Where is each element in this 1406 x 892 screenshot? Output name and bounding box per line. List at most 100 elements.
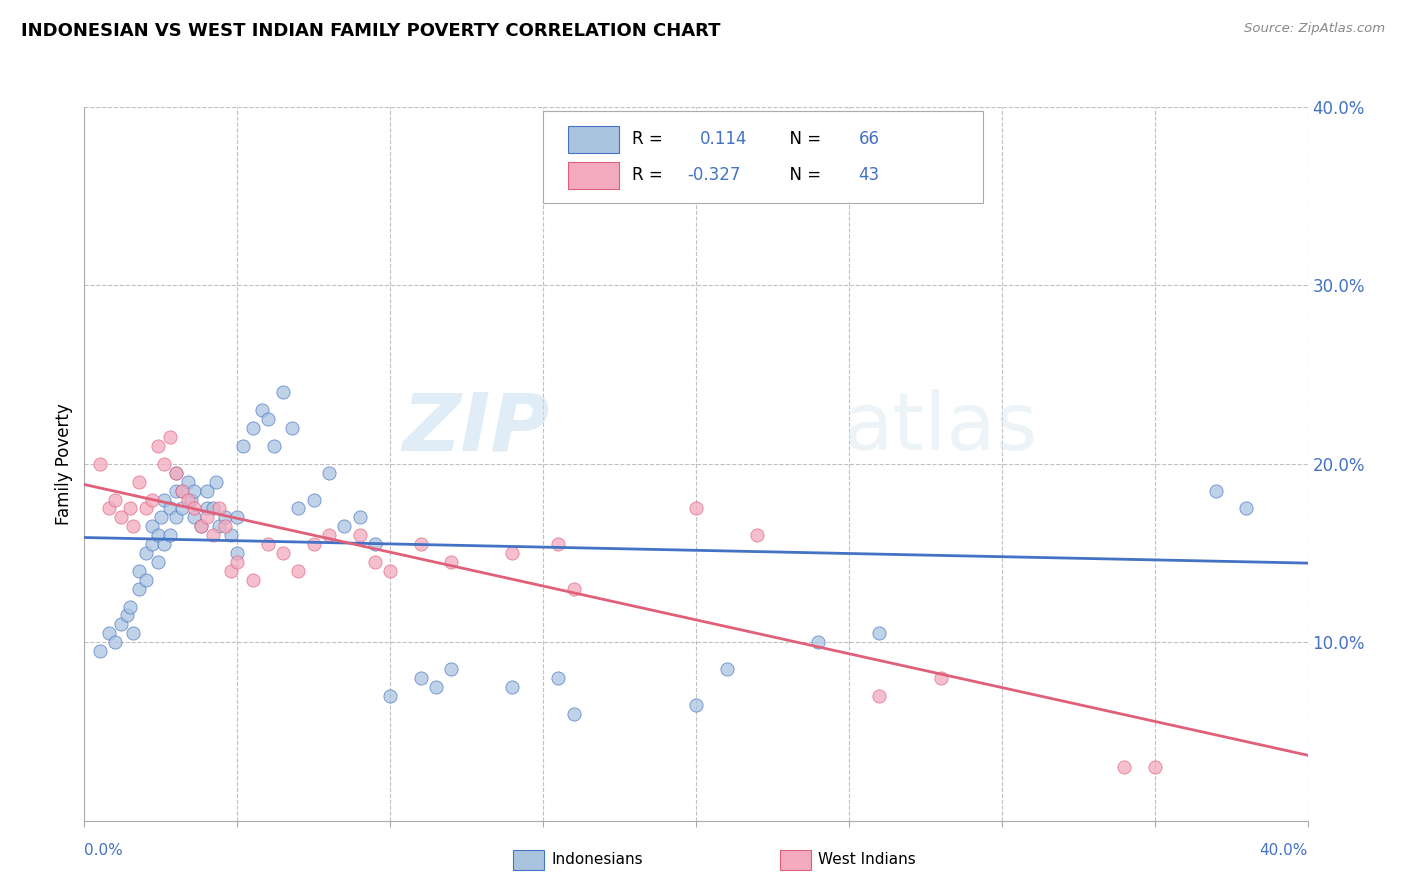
Point [716,662,738,676]
Point [318,528,340,542]
Point [302,492,325,507]
Point [219,564,242,578]
Point [214,519,236,533]
Point [141,519,163,533]
Point [287,564,309,578]
Point [208,519,231,533]
Point [146,439,169,453]
Point [502,680,524,694]
FancyBboxPatch shape [568,127,619,153]
Point [242,421,264,435]
Point [177,492,200,507]
Point [201,501,224,516]
Point [97,626,120,640]
Point [177,475,200,489]
Point [120,599,142,614]
Point [141,492,163,507]
Point [135,501,157,516]
Point [183,501,205,516]
Point [425,680,447,694]
Point [195,510,218,524]
Point [153,537,176,551]
Point [869,626,891,640]
Point [165,466,187,480]
Text: ZIP: ZIP [402,389,550,467]
Point [226,546,249,560]
Point [146,528,169,542]
Point [685,698,707,712]
Point [1143,760,1166,774]
Point [149,510,172,524]
Point [271,546,294,560]
Point [128,475,150,489]
FancyBboxPatch shape [543,111,983,203]
Point [226,555,249,569]
Text: Indonesians: Indonesians [551,853,643,867]
Point [159,501,181,516]
Point [110,617,132,632]
FancyBboxPatch shape [568,162,619,189]
Point [141,537,163,551]
Text: -0.327: -0.327 [688,166,741,184]
Point [302,537,325,551]
Point [128,564,150,578]
Point [1205,483,1227,498]
Text: 40.0%: 40.0% [1260,843,1308,858]
Point [226,510,249,524]
Point [380,564,402,578]
Point [1234,501,1257,516]
Point [172,483,194,498]
Point [869,689,891,703]
Point [440,555,463,569]
Point [562,582,585,596]
Text: 0.114: 0.114 [700,130,747,148]
Text: R =: R = [633,130,668,148]
Point [318,466,340,480]
Point [547,671,569,685]
Text: Source: ZipAtlas.com: Source: ZipAtlas.com [1244,22,1385,36]
Text: INDONESIAN VS WEST INDIAN FAMILY POVERTY CORRELATION CHART: INDONESIAN VS WEST INDIAN FAMILY POVERTY… [21,22,721,40]
Point [115,608,138,623]
Point [110,510,132,524]
Point [153,457,176,471]
Point [409,671,432,685]
Point [97,501,120,516]
Y-axis label: Family Poverty: Family Poverty [55,403,73,524]
Point [898,180,921,194]
Point [135,573,157,587]
Point [232,439,254,453]
Point [281,421,304,435]
Point [104,492,127,507]
Point [257,537,280,551]
Point [1114,760,1136,774]
Point [122,626,145,640]
Point [165,466,187,480]
Point [208,501,231,516]
Point [195,501,218,516]
Text: West Indians: West Indians [818,853,917,867]
Point [122,519,145,533]
Point [180,492,202,507]
Point [242,573,264,587]
Point [89,644,111,658]
Point [409,537,432,551]
Point [440,662,463,676]
Point [165,510,187,524]
Text: 43: 43 [859,166,880,184]
Point [120,501,142,516]
Text: 0.0%: 0.0% [84,843,124,858]
Point [183,510,205,524]
Point [89,457,111,471]
Point [159,430,181,444]
Point [364,555,387,569]
Text: atlas: atlas [842,389,1038,467]
Point [183,483,205,498]
Point [349,528,371,542]
Point [250,403,273,417]
Point [502,546,524,560]
Point [263,439,285,453]
Point [287,501,309,516]
Point [271,385,294,400]
Point [190,519,212,533]
Point [172,501,194,516]
